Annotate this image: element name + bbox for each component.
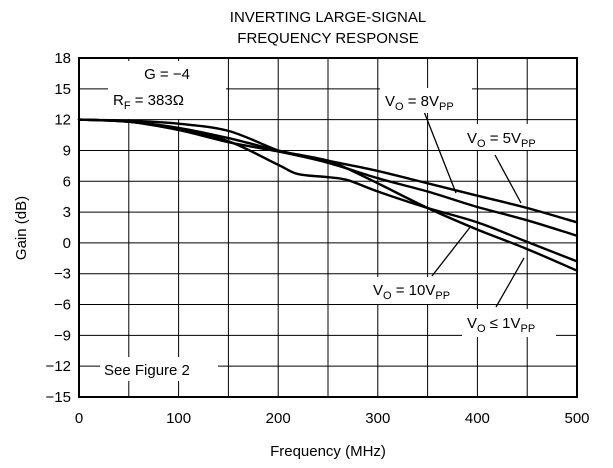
vo10-sub1: O: [383, 290, 392, 302]
vo5-label: VO = 5VPP: [467, 130, 536, 150]
y-tick-label: −15: [46, 389, 71, 406]
arrow-vo8: [422, 108, 457, 194]
series-line-2: [77, 118, 579, 272]
vo5-label-box: [462, 124, 554, 150]
chart-title-line-1: INVERTING LARGE-SIGNAL: [230, 9, 426, 26]
vo10-main: V: [373, 282, 383, 299]
x-tick-label: 500: [564, 410, 589, 427]
vo8-mid: = 8V: [404, 93, 439, 110]
x-tick-label: 300: [365, 410, 390, 427]
x-tick-label: 100: [166, 410, 191, 427]
arrow-vo10: [431, 225, 472, 277]
rf-sub: F: [124, 100, 131, 112]
y-axis-label: Gain (dB): [13, 196, 30, 260]
see-figure-box: [100, 357, 218, 381]
vo1-mid: ≤ 1V: [486, 315, 521, 332]
vo1-sub2: PP: [521, 323, 536, 335]
y-tick-label: 6: [63, 173, 71, 190]
plot-frame: [78, 57, 578, 398]
y-tick-label: 12: [54, 112, 71, 129]
y-tick-label: 18: [54, 50, 71, 67]
y-tick-label: −3: [54, 266, 71, 283]
vo10-label-box: [368, 277, 470, 304]
y-tick-label: 15: [54, 81, 71, 98]
rf-main: R: [113, 92, 124, 109]
vo10-mid: = 10V: [392, 282, 436, 299]
vo5-main: V: [467, 130, 477, 147]
vo1-label: VO ≤ 1VPP: [467, 315, 535, 335]
x-tick-labels: 0 100 200 300 400 500: [75, 410, 590, 427]
vo8-sub2: PP: [439, 101, 454, 113]
see-figure-label: See Figure 2: [104, 362, 190, 379]
vo10-sub2: PP: [435, 290, 450, 302]
gain-label: G = −4: [144, 66, 190, 83]
y-tick-labels: 18 15 12 9 6 3 0 −3 −6 −9 −12 −15: [46, 50, 71, 406]
arrow-vo1: [495, 257, 525, 308]
y-tick-label: −6: [54, 297, 71, 314]
vo8-label: VO = 8VPP: [385, 93, 454, 113]
vo8-main: V: [385, 93, 395, 110]
vo10-label: VO = 10VPP: [373, 282, 450, 302]
vo8-sub1: O: [395, 101, 404, 113]
x-tick-label: 0: [75, 410, 83, 427]
x-tick-label: 400: [465, 410, 490, 427]
vo8-label-box: [380, 88, 472, 113]
arrow-vo5: [494, 154, 522, 204]
vo5-sub1: O: [477, 138, 486, 150]
y-tick-label: −9: [54, 327, 71, 344]
rf-tail: = 383Ω: [131, 92, 184, 109]
rf-label: RF = 383Ω: [113, 92, 184, 112]
y-tick-label: −12: [46, 358, 71, 375]
x-tick-label: 200: [266, 410, 291, 427]
y-tick-label: 3: [63, 204, 71, 221]
vo5-mid: = 5V: [486, 130, 521, 147]
vo1-label-box: [462, 309, 556, 337]
chart-title-line-2: FREQUENCY RESPONSE: [237, 30, 418, 47]
series-line-3: [77, 118, 579, 263]
x-axis-label: Frequency (MHz): [270, 443, 386, 460]
series-lines: [77, 118, 579, 272]
vo1-main: V: [467, 315, 477, 332]
vo5-sub2: PP: [521, 138, 536, 150]
y-tick-label: 9: [63, 142, 71, 159]
y-tick-label: 0: [63, 235, 71, 252]
gain-label-box: [108, 61, 226, 119]
vo1-sub1: O: [477, 323, 486, 335]
